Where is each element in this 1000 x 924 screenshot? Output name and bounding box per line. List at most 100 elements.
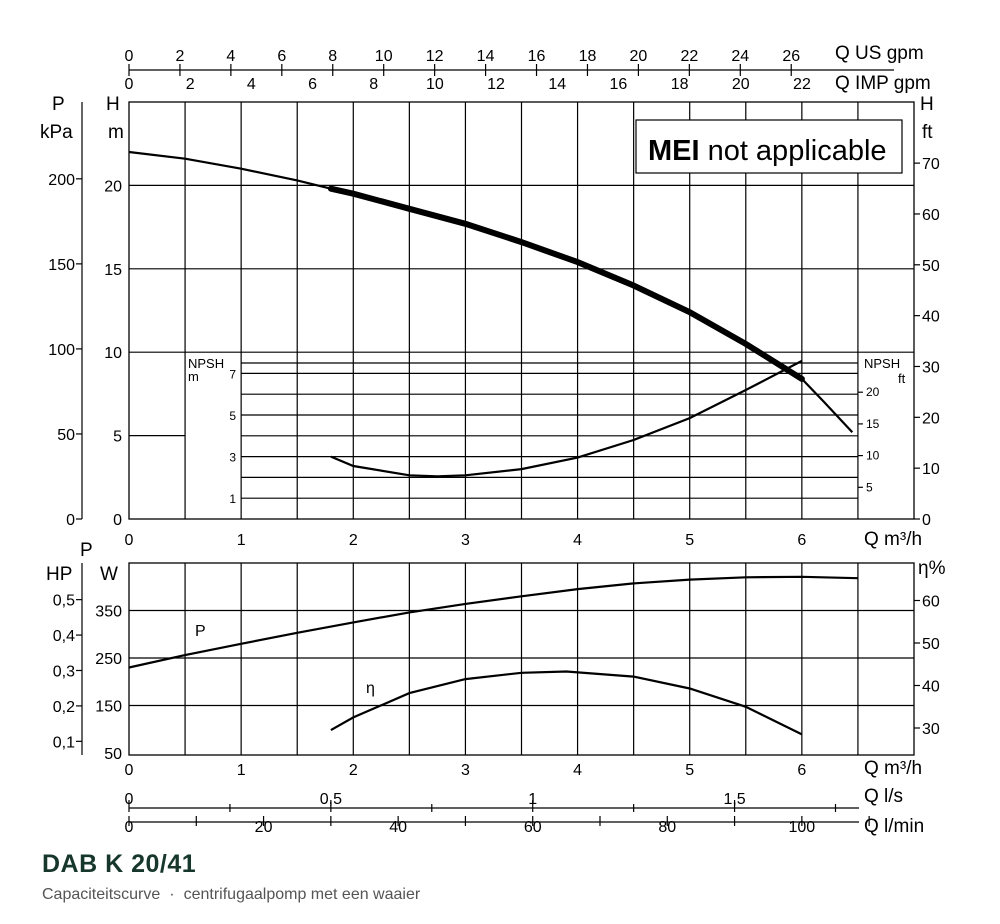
head-ft-tick-label: 20 — [922, 410, 940, 427]
unit-power-p: P — [80, 540, 93, 561]
eta-tick-label: 60 — [922, 594, 940, 611]
imp-gpm-tick-label: 10 — [426, 76, 444, 93]
hp-tick-label: 0,5 — [53, 593, 75, 610]
kpa-tick-label: 0 — [66, 512, 75, 529]
npsh-ft-tick-label: 20 — [866, 385, 880, 399]
eta-tick-label: 50 — [922, 636, 940, 653]
us-gpm-tick-label: 20 — [630, 48, 648, 65]
power-x-tick-label: 5 — [685, 762, 694, 779]
us-gpm-tick-label: 2 — [175, 48, 184, 65]
head-curve-operating-segment — [327, 185, 805, 382]
head-m-tick-label: 10 — [104, 345, 122, 362]
unit-m3h-top: Q m³/h — [864, 529, 922, 550]
npsh-curve — [330, 359, 803, 478]
head-x-tick-label: 2 — [349, 532, 358, 549]
power-x-tick-label: 6 — [797, 762, 806, 779]
head-npsh-panel: 1 3 5 7 5 10 15 20 MEI not applicable — [128, 101, 915, 520]
us-gpm-tick-label: 16 — [528, 48, 546, 65]
head-x-tick-label: 6 — [797, 532, 806, 549]
unit-ft: ft — [922, 122, 933, 143]
head-ft-tick-label: 50 — [922, 258, 940, 275]
power-curve-line — [128, 575, 858, 669]
npsh-m-unit: m — [188, 369, 199, 384]
watt-tick-label: 150 — [95, 699, 122, 716]
npsh-m-tick-label: 5 — [229, 409, 236, 423]
npsh-ft-title: NPSH — [864, 356, 900, 371]
head-x-tick-label: 0 — [125, 532, 134, 549]
npsh-m-tick-label: 1 — [229, 492, 236, 506]
unit-ls: Q l/s — [864, 786, 903, 807]
power-curve — [128, 575, 858, 669]
efficiency-curve — [330, 670, 803, 736]
head-plot-frame — [128, 101, 915, 520]
power-efficiency-panel: P η — [128, 562, 915, 756]
npsh-ft-tick-label: 5 — [866, 480, 873, 494]
head-curve — [128, 150, 854, 434]
us-gpm-tick-label: 6 — [277, 48, 286, 65]
hp-tick-label: 0,2 — [53, 699, 75, 716]
lmin-tick-label: 0 — [125, 819, 134, 836]
lmin-tick-label: 60 — [524, 819, 542, 836]
kpa-tick-label: 100 — [48, 342, 75, 359]
lmin-tick-label: 40 — [389, 819, 407, 836]
npsh-m-title: NPSH — [188, 356, 224, 371]
eta-tick-label: 30 — [922, 721, 940, 738]
subtitle-separator: · — [169, 886, 175, 903]
imp-gpm-tick-label: 18 — [671, 76, 689, 93]
mei-rest-text: not applicable — [708, 135, 887, 167]
hp-tick-label: 0,1 — [53, 734, 75, 751]
unit-lmin: Q l/min — [864, 816, 924, 837]
eta-tick-label: 40 — [922, 679, 940, 696]
head-x-tick-label: 5 — [685, 532, 694, 549]
head-ft-tick-label: 10 — [922, 461, 940, 478]
unit-watt: W — [100, 564, 118, 585]
us-gpm-tick-label: 22 — [680, 48, 698, 65]
us-gpm-tick-label: 12 — [426, 48, 444, 65]
efficiency-curve-line — [330, 670, 803, 736]
unit-us-gpm: Q US gpm — [835, 43, 924, 64]
ls-tick-label: 0 — [125, 791, 134, 808]
imp-gpm-tick-label: 8 — [369, 76, 378, 93]
unit-eta-pct: η% — [918, 558, 946, 579]
npsh-m-tick-label: 3 — [229, 451, 236, 465]
head-ft-tick-label: 60 — [922, 207, 940, 224]
us-gpm-tick-label: 18 — [579, 48, 597, 65]
us-gpm-tick-label: 4 — [226, 48, 235, 65]
watt-tick-label: 50 — [104, 746, 122, 763]
power-x-tick-label: 1 — [237, 762, 246, 779]
power-plot-frame — [128, 562, 915, 756]
us-gpm-tick-label: 24 — [731, 48, 749, 65]
power-x-tick-label: 3 — [461, 762, 470, 779]
watt-tick-label: 250 — [95, 651, 122, 668]
kpa-tick-label: 150 — [48, 257, 75, 274]
unit-h-letter: H — [106, 94, 120, 115]
us-gpm-tick-label: 10 — [375, 48, 393, 65]
axes: 0 2 4 6 8 10 12 14 16 18 20 22 24 260 2 4 6 8 10 12 14 16 18 20… — [48, 48, 940, 836]
imp-gpm-tick-label: 22 — [793, 76, 811, 93]
npsh-ft-unit: ft — [898, 371, 906, 386]
unit-h-right: H — [920, 94, 934, 115]
mei-bold-text: MEI — [648, 135, 700, 167]
hp-tick-label: 0,3 — [53, 663, 75, 680]
head-m-tick-label: 0 — [113, 512, 122, 529]
efficiency-curve-label: η — [366, 680, 375, 697]
power-x-tick-label: 0 — [125, 762, 134, 779]
ls-tick-label: 1 — [528, 791, 537, 808]
unit-h-m: m — [108, 122, 124, 143]
ls-tick-label: 1,5 — [723, 791, 745, 808]
head-ft-tick-label: 0 — [922, 512, 931, 529]
imp-gpm-tick-label: 6 — [308, 76, 317, 93]
npsh-grid: 1 3 5 7 5 10 15 20 — [229, 362, 880, 506]
imp-gpm-tick-label: 12 — [487, 76, 505, 93]
npsh-curve-line — [330, 359, 803, 478]
us-gpm-tick-label: 0 — [125, 48, 134, 65]
hp-tick-label: 0,4 — [53, 628, 75, 645]
unit-m3h-bottom: Q m³/h — [864, 758, 922, 779]
npsh-m-tick-label: 7 — [229, 367, 236, 381]
us-gpm-tick-label: 14 — [477, 48, 495, 65]
head-x-tick-label: 3 — [461, 532, 470, 549]
unit-labels: Q US gpm Q IMP gpm P kPa H m H ft NPSH m… — [40, 43, 946, 837]
lmin-tick-label: 80 — [658, 819, 676, 836]
